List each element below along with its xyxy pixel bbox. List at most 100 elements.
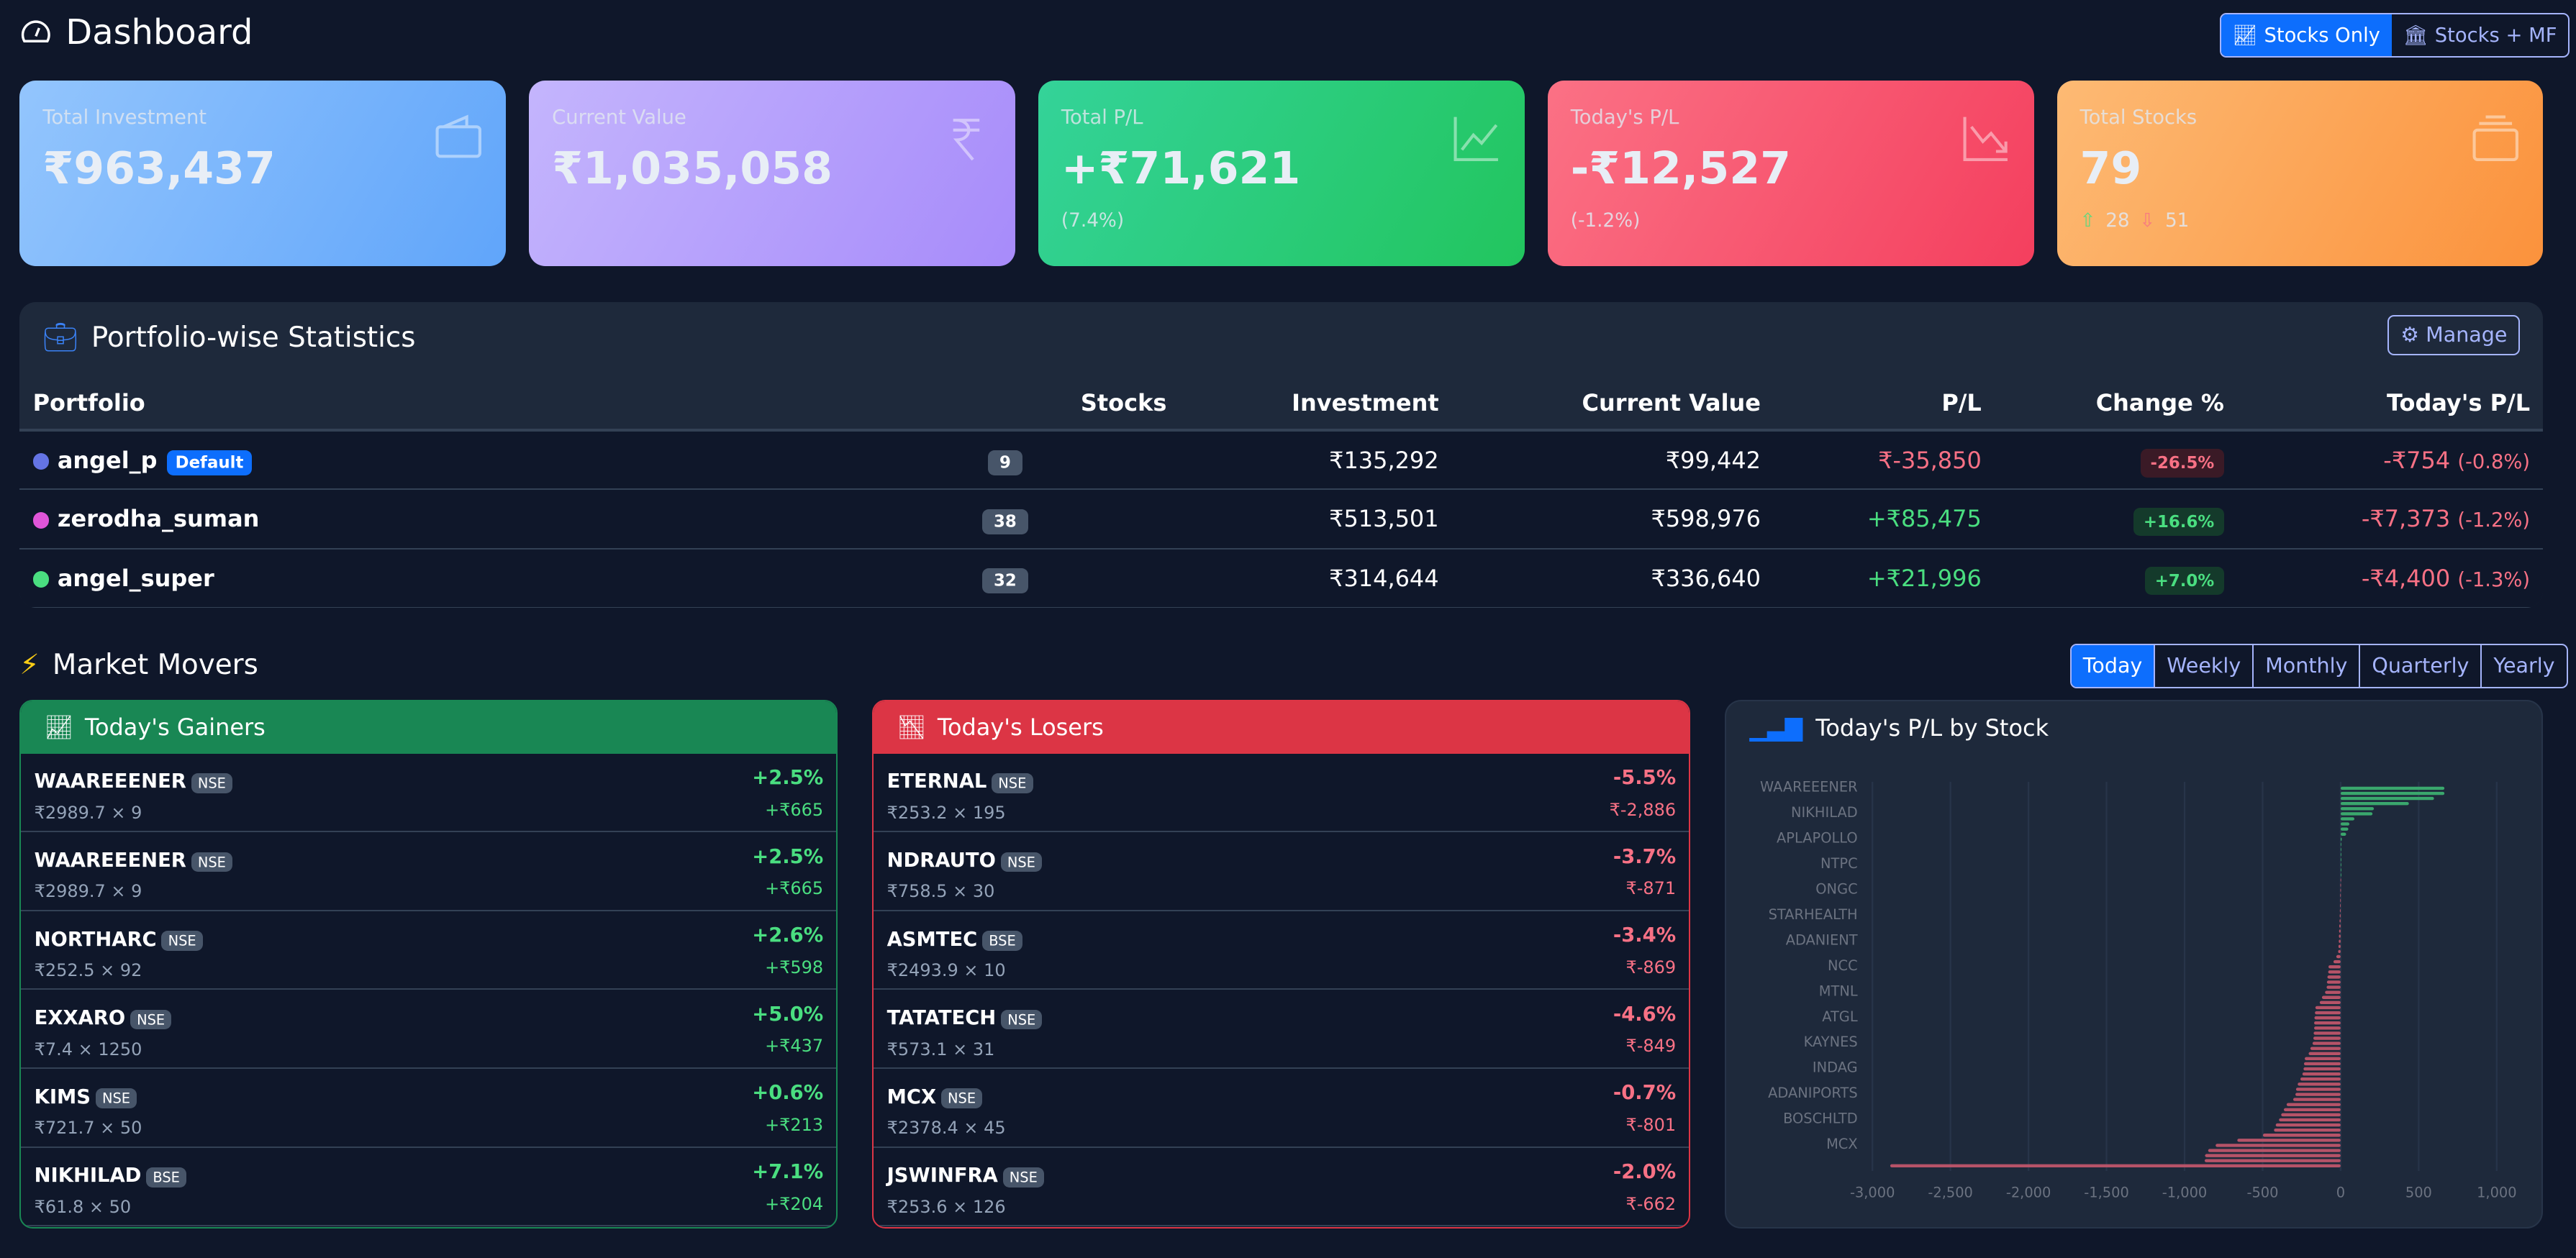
price-quantity: ₹2493.9 × 10 (886, 960, 1006, 980)
stocks-mf-button[interactable]: 🏛︎ Stocks + MF (2392, 14, 2569, 56)
column-header[interactable]: Current Value (1451, 375, 1774, 432)
bar (2327, 980, 2341, 984)
exchange-badge: NSE (1001, 1009, 1043, 1030)
gainers-list-item[interactable]: KIMS NSE ₹721.7 × 50 +0.6% +₹213 (21, 1069, 837, 1148)
column-header[interactable]: Stocks (416, 375, 1180, 432)
losers-list-item[interactable]: MCX NSE ₹2378.4 × 45 -0.7% ₹-801 (874, 1069, 1690, 1148)
investment-cell: ₹314,644 (1179, 548, 1452, 608)
summary-card: Total P/L +₹71,621 (7.4%) (1038, 80, 1525, 266)
x-tick-label: -1,000 (2162, 1184, 2208, 1200)
stock-symbol: EXXARO (34, 1007, 126, 1030)
portfolio-color-dot (32, 511, 50, 529)
bar (2341, 786, 2445, 790)
bar (2320, 1001, 2341, 1004)
exchange-badge: NSE (191, 852, 233, 872)
market-movers-heading: ⚡︎ Market Movers (19, 649, 258, 681)
table-row[interactable]: zerodha_suman 38 ₹513,501 ₹598,976 +₹85,… (19, 489, 2544, 550)
pl-amount: +₹598 (765, 957, 824, 977)
column-header[interactable]: Today's P/L (2237, 375, 2544, 432)
view-toggle: 📈︎ Stocks Only 🏛︎ Stocks + MF (2219, 13, 2570, 58)
portfolio-name: angel_super (57, 564, 214, 592)
bar (2340, 908, 2341, 913)
exchange-badge: BSE (982, 931, 1022, 951)
change-percent: -3.4% (1613, 924, 1677, 947)
stock-symbol: JSWINFRA (886, 1164, 998, 1188)
arrow-up-circle-icon: ⇧ (2080, 210, 2096, 232)
lightning-icon: ⚡︎ (19, 648, 40, 681)
title-text: Dashboard (65, 13, 253, 53)
stock-count-badge: 38 (982, 509, 1028, 535)
x-tick-label: -2,500 (1928, 1184, 1974, 1200)
bar (2263, 1133, 2341, 1137)
bar (2341, 791, 2445, 795)
change-percent: +2.6% (752, 924, 824, 947)
gainers-list-item[interactable]: WAAREEENER NSE ₹2989.7 × 9 +2.5% +₹665 (21, 754, 837, 833)
column-header[interactable]: Portfolio (19, 375, 417, 432)
bar (2314, 1016, 2341, 1019)
stocks-only-label: Stocks Only (2264, 24, 2380, 47)
period-quarterly-button[interactable]: Quarterly (2359, 645, 2480, 687)
stocks-mf-label: Stocks + MF (2434, 24, 2557, 47)
period-yearly-button[interactable]: Yearly (2480, 645, 2566, 687)
price-quantity: ₹253.2 × 195 (886, 802, 1006, 823)
card-value: +₹71,621 (1061, 142, 1301, 194)
gainers-list-item[interactable]: EXXARO NSE ₹7.4 × 1250 +5.0% +₹437 (21, 990, 837, 1069)
bar (2339, 944, 2341, 948)
pl-cell: +₹85,475 (1774, 489, 1995, 550)
bar (2300, 1077, 2341, 1081)
losers-list-item[interactable]: JSWINFRA NSE ₹253.6 × 126 -2.0% ₹-662 (874, 1148, 1690, 1227)
losers-list-item[interactable]: ASMTEC BSE ₹2493.9 × 10 -3.4% ₹-869 (874, 911, 1690, 990)
column-header[interactable]: Investment (1179, 375, 1452, 432)
bar (2341, 837, 2342, 841)
card-value: ₹963,437 (42, 142, 276, 194)
losers-list-item[interactable]: NDRAUTO NSE ₹758.5 × 30 -3.7% ₹-871 (874, 832, 1690, 911)
price-quantity: ₹721.7 × 50 (34, 1118, 142, 1139)
price-quantity: ₹253.6 × 126 (886, 1196, 1006, 1217)
gainers-list-item[interactable]: NIKHILAD BSE ₹61.8 × 50 +7.1% +₹204 (21, 1148, 837, 1227)
column-header[interactable]: Change % (1995, 375, 2238, 432)
losers-panel: 📉︎ Today's Losers ETERNAL NSE ₹253.2 × 195… (872, 699, 1691, 1229)
bar (2340, 903, 2341, 907)
pl-amount: +₹204 (765, 1193, 824, 1214)
table-row[interactable]: angel_p Default 9 ₹135,292 ₹99,442 ₹-35,8… (19, 430, 2544, 491)
period-today-button[interactable]: Today (2071, 645, 2154, 687)
period-weekly-button[interactable]: Weekly (2154, 645, 2252, 687)
table-row[interactable]: angel_super 32 ₹314,644 ₹336,640 +₹21,99… (19, 548, 2544, 608)
period-monthly-button[interactable]: Monthly (2252, 645, 2359, 687)
portfolio-table: Portfolio Stocks Investment Current Value P/… (19, 375, 2544, 608)
investment-cell: ₹135,292 (1179, 430, 1452, 491)
chart-down-icon (1963, 117, 2008, 161)
losers-list-item[interactable]: TATATECH NSE ₹573.1 × 31 -4.6% ₹-849 (874, 990, 1690, 1069)
bar (2298, 1082, 2341, 1086)
y-category-label: ADANIENT (1786, 931, 1858, 948)
period-selector: Today Weekly Monthly Quarterly Yearly (2069, 644, 2568, 688)
gainers-list-item[interactable]: WAAREEENER NSE ₹2989.7 × 9 +2.5% +₹665 (21, 832, 837, 911)
stocks-only-button[interactable]: 📈︎ Stocks Only (2221, 14, 2392, 56)
losers-title: Today's Losers (937, 714, 1104, 742)
pl-amount: ₹-801 (1625, 1114, 1677, 1135)
y-category-label: INDAG (1813, 1059, 1858, 1075)
pl-amount: ₹-2,886 (1609, 799, 1677, 820)
exchange-badge: NSE (1002, 1167, 1044, 1188)
investment-cell: ₹513,501 (1179, 489, 1452, 550)
collection-icon (2472, 115, 2518, 161)
bar (2276, 1123, 2341, 1126)
bar (2339, 929, 2341, 933)
change-percent: +2.5% (752, 766, 824, 789)
bar (2322, 995, 2341, 999)
gainers-list-item[interactable]: NORTHARC NSE ₹252.5 × 92 +2.6% +₹598 (21, 911, 837, 990)
losers-list-item[interactable]: ETERNAL NSE ₹253.2 × 195 -5.5% ₹-2,886 (874, 754, 1690, 833)
column-header[interactable]: P/L (1774, 375, 1995, 432)
today-pl: -₹4,400 (2361, 564, 2451, 592)
price-quantity: ₹61.8 × 50 (34, 1196, 132, 1217)
trend-down-icon: 📉︎ (897, 714, 926, 742)
losers-header: 📉︎ Today's Losers (874, 701, 1690, 754)
gainers-title: Today's Gainers (84, 714, 266, 742)
exchange-badge: NSE (130, 1009, 172, 1030)
chart-title: Today's P/L by Stock (1815, 714, 2049, 742)
card-label: Current Value (552, 106, 686, 129)
bar (2205, 1154, 2341, 1157)
change-percent: -3.7% (1613, 845, 1677, 868)
x-tick-label: -500 (2247, 1184, 2279, 1200)
manage-button[interactable]: ⚙ Manage (2387, 315, 2521, 355)
